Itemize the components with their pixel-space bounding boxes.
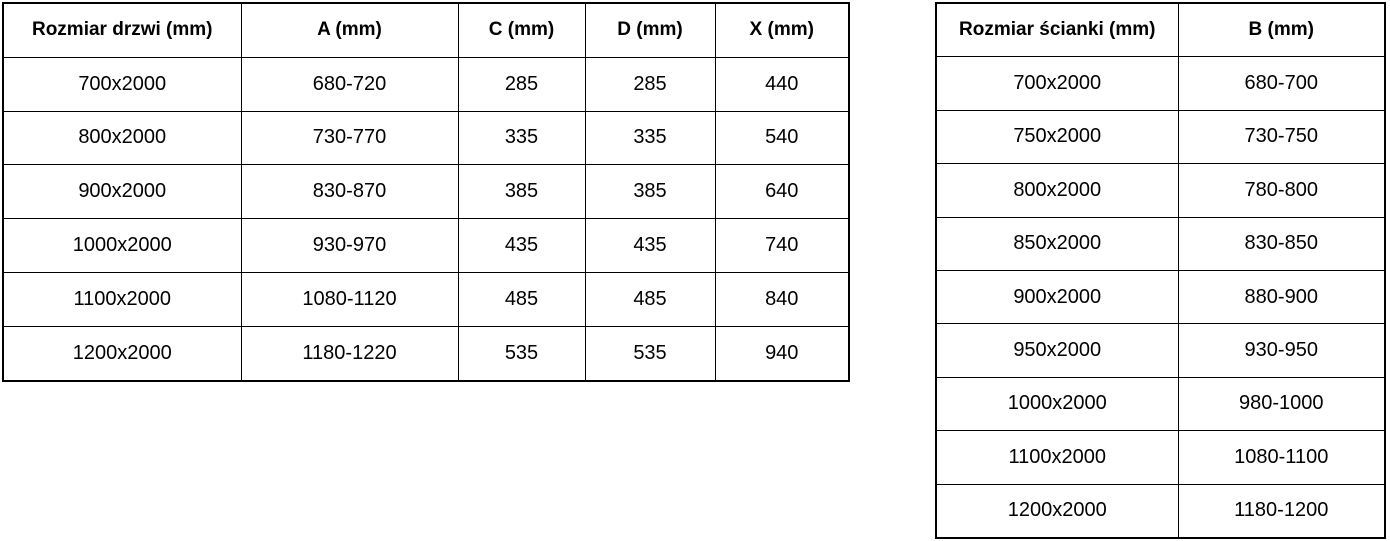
table-cell: 1100x2000 — [2, 271, 242, 327]
table-cell: 1100x2000 — [935, 430, 1179, 485]
table-row: 1200x2000 1180-1200 — [935, 483, 1386, 539]
table-cell: 800x2000 — [935, 163, 1179, 218]
table-cell: 1180-1200 — [1177, 483, 1386, 539]
table-cell: 335 — [584, 110, 716, 166]
table-cell: 940 — [714, 325, 850, 382]
table-cell: 440 — [714, 56, 850, 112]
table-row: 900x2000 880-900 — [935, 269, 1386, 325]
table-cell: 950x2000 — [935, 323, 1179, 378]
table-cell: 680-720 — [240, 56, 459, 112]
table-cell: 930-970 — [240, 218, 459, 273]
table-cell: 730-770 — [240, 110, 459, 166]
table-cell: 1180-1220 — [240, 325, 459, 382]
table-row: 1100x2000 1080-1120 485 485 840 — [2, 271, 850, 327]
table-cell: 435 — [457, 218, 586, 273]
table-cell: 385 — [457, 164, 586, 220]
table-cell: 485 — [584, 271, 716, 327]
table-row: 1000x2000 980-1000 — [935, 376, 1386, 432]
table-cell: 485 — [457, 271, 586, 327]
table-cell: 1080-1100 — [1177, 430, 1386, 485]
table-cell: 830-870 — [240, 164, 459, 220]
table-cell: 750x2000 — [935, 109, 1179, 165]
table-cell: 385 — [584, 164, 716, 220]
table-cell: 435 — [584, 218, 716, 273]
column-header-c: C (mm) — [457, 2, 586, 58]
table-cell: 730-750 — [1177, 109, 1386, 165]
table-row: 800x2000 780-800 — [935, 163, 1386, 218]
table-cell: 880-900 — [1177, 269, 1386, 325]
table-cell: 1000x2000 — [935, 376, 1179, 432]
table-cell: 980-1000 — [1177, 376, 1386, 432]
table-cell: 1200x2000 — [935, 483, 1179, 539]
table-cell: 535 — [457, 325, 586, 382]
table-row: 750x2000 730-750 — [935, 109, 1386, 165]
table-row: 800x2000 730-770 335 335 540 — [2, 110, 850, 166]
door-dimensions-table: Rozmiar drzwi (mm) A (mm) C (mm) D (mm) … — [2, 2, 850, 382]
wall-panel-dimensions-table: Rozmiar ścianki (mm) B (mm) 700x2000 680… — [935, 2, 1386, 539]
table-cell: 640 — [714, 164, 850, 220]
table-row: 700x2000 680-720 285 285 440 — [2, 56, 850, 112]
table-cell: 285 — [457, 56, 586, 112]
table-cell: 1000x2000 — [2, 218, 242, 273]
table-cell: 700x2000 — [935, 56, 1179, 111]
column-header-door-size: Rozmiar drzwi (mm) — [2, 2, 242, 58]
table-cell: 800x2000 — [2, 110, 242, 166]
table-cell: 1080-1120 — [240, 271, 459, 327]
table-cell: 700x2000 — [2, 56, 242, 112]
table-row: 1100x2000 1080-1100 — [935, 430, 1386, 485]
table-cell: 780-800 — [1177, 163, 1386, 218]
table-cell: 930-950 — [1177, 323, 1386, 378]
table-cell: 535 — [584, 325, 716, 382]
table-cell: 740 — [714, 218, 850, 273]
table-cell: 285 — [584, 56, 716, 112]
table-cell: 335 — [457, 110, 586, 166]
table-cell: 830-850 — [1177, 216, 1386, 271]
table-cell: 900x2000 — [935, 269, 1179, 325]
table-cell: 540 — [714, 110, 850, 166]
table-row: 950x2000 930-950 — [935, 323, 1386, 378]
column-header-a: A (mm) — [240, 2, 459, 58]
column-header-x: X (mm) — [714, 2, 850, 58]
table-cell: 680-700 — [1177, 56, 1386, 111]
table-cell: 840 — [714, 271, 850, 327]
table-header-row: Rozmiar ścianki (mm) B (mm) — [935, 2, 1386, 58]
table-header-row: Rozmiar drzwi (mm) A (mm) C (mm) D (mm) … — [2, 2, 850, 58]
column-header-b: B (mm) — [1177, 2, 1386, 58]
column-header-d: D (mm) — [584, 2, 716, 58]
table-row: 700x2000 680-700 — [935, 56, 1386, 111]
table-row: 1200x2000 1180-1220 535 535 940 — [2, 325, 850, 382]
table-row: 1000x2000 930-970 435 435 740 — [2, 218, 850, 273]
table-cell: 1200x2000 — [2, 325, 242, 382]
table-cell: 900x2000 — [2, 164, 242, 220]
table-cell: 850x2000 — [935, 216, 1179, 271]
table-row: 900x2000 830-870 385 385 640 — [2, 164, 850, 220]
table-row: 850x2000 830-850 — [935, 216, 1386, 271]
column-header-wall-size: Rozmiar ścianki (mm) — [935, 2, 1179, 58]
